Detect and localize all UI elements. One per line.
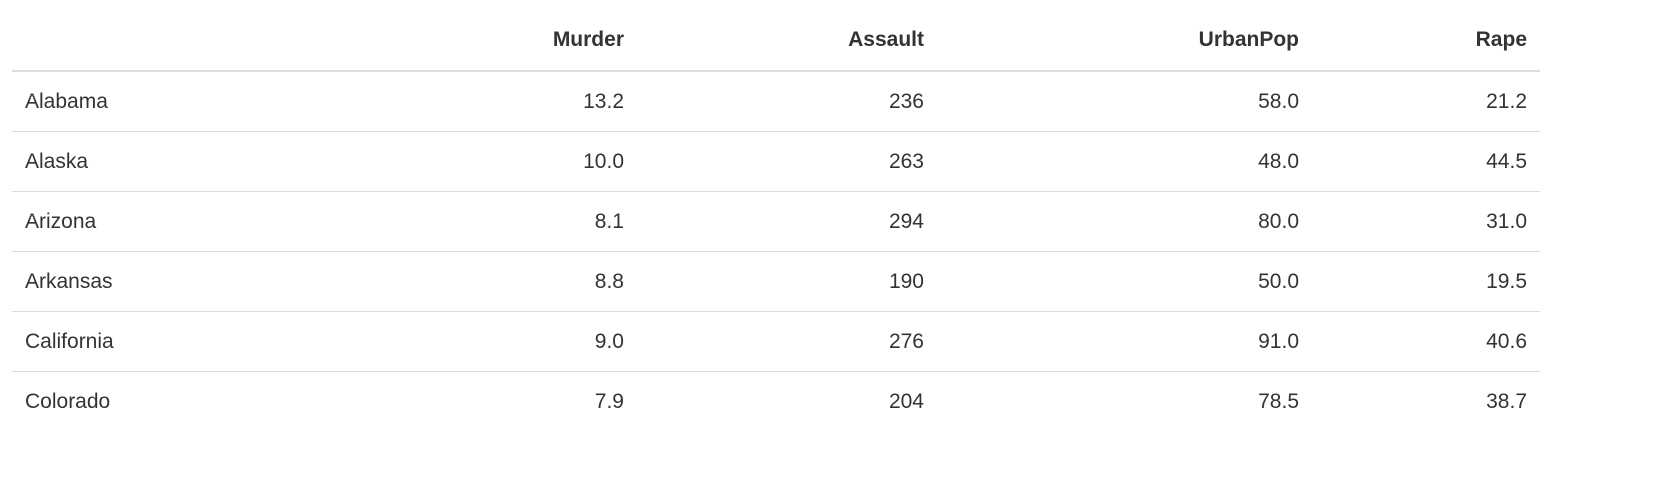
- table-cell: 40.6: [1312, 311, 1540, 372]
- table-row: Colorado 7.9 204 78.5 38.7: [12, 372, 1540, 432]
- data-table: Murder Assault UrbanPop Rape Alabama 13.…: [12, 10, 1540, 431]
- table-cell: 19.5: [1312, 251, 1540, 312]
- table-row: Arkansas 8.8 190 50.0 19.5: [12, 251, 1540, 312]
- table-header-row: Murder Assault UrbanPop Rape: [12, 10, 1540, 72]
- table-cell: 8.1: [312, 191, 637, 252]
- row-name-cell: California: [12, 311, 312, 372]
- table-cell: 78.5: [1258, 389, 1299, 413]
- table-row: California 9.0 276 91.0 40.6: [12, 311, 1540, 372]
- table-cell: 190: [637, 251, 937, 312]
- table-cell: 38.7: [1486, 389, 1527, 413]
- column-header-assault: Assault: [637, 10, 937, 72]
- table-cell: 21.2: [1312, 71, 1540, 132]
- column-header-urbanpop: UrbanPop: [937, 10, 1312, 72]
- table-row: Alaska 10.0 263 48.0 44.5: [12, 131, 1540, 192]
- table-cell: 8.8: [312, 251, 637, 312]
- table-cell: 44.5: [1312, 131, 1540, 192]
- row-name-cell: Colorado: [25, 389, 111, 413]
- table-cell: 236: [637, 71, 937, 132]
- table-cell: 276: [637, 311, 937, 372]
- table-cell: 50.0: [937, 251, 1312, 312]
- column-header-murder: Murder: [312, 10, 637, 72]
- table-row: Alabama 13.2 236 58.0 21.2: [12, 71, 1540, 132]
- table-cell: 9.0: [312, 311, 637, 372]
- table-cell: 58.0: [937, 71, 1312, 132]
- column-header-rownames: [12, 10, 312, 72]
- table-cell: 10.0: [312, 131, 637, 192]
- table-row: Arizona 8.1 294 80.0 31.0: [12, 191, 1540, 252]
- table-cell: 91.0: [937, 311, 1312, 372]
- table-cell: 13.2: [312, 71, 637, 132]
- column-header-rape: Rape: [1312, 10, 1540, 72]
- data-table-container: Murder Assault UrbanPop Rape Alabama 13.…: [12, 10, 1540, 431]
- table-cell: 80.0: [937, 191, 1312, 252]
- table-cell: 31.0: [1312, 191, 1540, 252]
- table-cell: 204: [888, 389, 924, 413]
- row-name-cell: Arizona: [12, 191, 312, 252]
- table-cell: 48.0: [937, 131, 1312, 192]
- row-name-cell: Alabama: [12, 71, 312, 132]
- table-cell: 294: [637, 191, 937, 252]
- table-cell: 7.9: [594, 389, 624, 413]
- row-name-cell: Alaska: [12, 131, 312, 192]
- row-name-cell: Arkansas: [12, 251, 312, 312]
- table-cell: 263: [637, 131, 937, 192]
